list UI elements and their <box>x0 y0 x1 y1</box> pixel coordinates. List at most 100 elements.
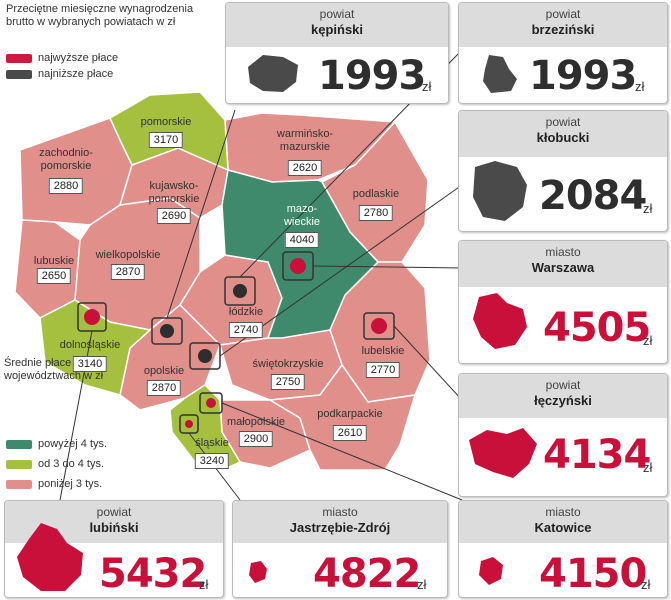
voiv-value-warminsko-mazurskie: 2620 <box>287 160 323 176</box>
legend-highest-swatch <box>6 53 32 63</box>
card-jastrzebie: miasto Jastrzębie-Zdrój 4822 zł <box>232 500 448 598</box>
card-katowice-header: miasto Katowice <box>459 501 667 543</box>
averages-item-mid: od 3 do 4 tys. <box>6 458 104 470</box>
region-dolnoslaskie <box>39 299 152 396</box>
card-kepinski: powiat kępiński 1993 zł <box>225 2 449 104</box>
voiv-value-lubelskie: 2770 <box>365 362 401 378</box>
card-kepinski-header: powiat kępiński <box>226 3 448 47</box>
voiv-label-mazowieckie: mazo- wieckie <box>283 203 321 228</box>
card-lubinski-unit: zł <box>199 577 209 592</box>
card-warszawa-header: miasto Warszawa <box>459 241 667 287</box>
card-lubinski-kind: powiat <box>96 505 132 519</box>
voiv-value-opolskie: 2870 <box>146 380 182 396</box>
card-brzezinski-value: 1993 <box>529 53 637 99</box>
legend-lowest-label: najniższe płace <box>38 68 114 80</box>
card-katowice-kind: miasto <box>545 505 581 519</box>
county-shape-kepinski <box>248 55 298 92</box>
county-shape-katowice <box>479 557 503 585</box>
card-jastrzebie-name: Jastrzębie-Zdrój <box>289 520 391 535</box>
voiv-value-zachodniopomorskie: 2880 <box>48 178 84 194</box>
card-lubinski: powiat lubiński 5432 zł <box>4 500 224 598</box>
card-kepinski-name: kępiński <box>310 22 364 37</box>
card-warszawa-unit: zł <box>643 333 653 348</box>
county-klobucki <box>198 349 212 363</box>
county-kepinski <box>160 324 174 338</box>
card-warszawa-kind: miasto <box>545 245 581 259</box>
averages-swatch-low <box>6 479 32 489</box>
county-shape-warszawa <box>473 293 527 349</box>
voiv-label-lodzkie: łódzkie <box>228 306 264 318</box>
county-lubinski <box>84 309 100 325</box>
averages-legend-title: Średnie płace w województwach w zł <box>4 357 104 382</box>
averages-label-low: poniżej 3 tys. <box>38 478 103 490</box>
voiv-label-zachodniopomorskie: zachodnio- pomorskie <box>39 147 93 172</box>
card-kepinski-unit: zł <box>422 79 432 94</box>
county-katowice <box>206 398 216 408</box>
averages-item-low: poniżej 3 tys. <box>6 478 102 490</box>
averages-label-mid: od 3 do 4 tys. <box>38 458 105 470</box>
voiv-label-dolnoslaskie: dolnośląskie <box>59 339 121 351</box>
voiv-label-kujawsko-pomorskie: kujawsko- pomorskie <box>148 180 200 205</box>
card-brzezinski-header: powiat brzeziński <box>459 3 667 47</box>
county-jastrzebie <box>185 420 193 428</box>
card-leczynski-header: powiat łęczyński <box>459 374 667 418</box>
voiv-value-lubuskie: 2650 <box>36 268 72 284</box>
voiv-value-swietokrzyskie: 2750 <box>270 374 306 390</box>
county-leczynski <box>371 318 387 334</box>
averages-label-high: powyżej 4 tys. <box>38 438 108 450</box>
legend-lowest: najniższe płace <box>6 68 113 80</box>
card-warszawa: miasto Warszawa 4505 zł <box>458 240 668 364</box>
county-brzezinski <box>233 284 247 298</box>
card-leczynski: powiat łęczyński 4134 zł <box>458 373 668 497</box>
voiv-value-pomorskie: 3170 <box>148 132 184 148</box>
voiv-label-slaskie: śląskie <box>195 437 229 449</box>
card-klobucki-name: kłobucki <box>536 130 590 145</box>
voiv-label-podkarpackie: podkarpackie <box>317 408 383 420</box>
voiv-label-malopolskie: małopolskie <box>226 416 286 428</box>
voiv-value-malopolskie: 2900 <box>238 431 274 447</box>
card-brzezinski-kind: powiat <box>545 7 581 21</box>
card-katowice-unit: zł <box>641 577 651 592</box>
county-shape-leczynski <box>469 428 537 478</box>
card-katowice-value: 4150 <box>539 551 647 597</box>
county-shape-brzezinski <box>483 55 517 93</box>
voiv-label-warminsko-mazurskie: warmińsko- mazurskie <box>276 128 334 153</box>
voiv-value-mazowieckie: 4040 <box>284 232 320 248</box>
card-jastrzebie-kind: miasto <box>322 505 358 519</box>
card-klobucki-value: 2084 <box>539 173 647 219</box>
region-podkarpackie <box>267 363 417 471</box>
county-shape-lubinski <box>17 523 83 591</box>
card-leczynski-kind: powiat <box>545 378 581 392</box>
legend-lowest-swatch <box>6 69 32 79</box>
card-jastrzebie-unit: zł <box>417 577 427 592</box>
card-lubinski-value: 5432 <box>99 551 207 597</box>
legend-title: Przeciętne miesięczne wynagrodzenia brut… <box>6 3 194 28</box>
card-warszawa-value: 4505 <box>543 305 651 351</box>
card-warszawa-name: Warszawa <box>531 260 595 275</box>
legend-highest: najwyższe płace <box>6 52 118 64</box>
voiv-value-kujawsko-pomorskie: 2690 <box>156 208 192 224</box>
legend-highest-label: najwyższe płace <box>38 52 119 64</box>
card-katowice-name: Katowice <box>534 520 592 535</box>
card-kepinski-kind: powiat <box>319 7 355 21</box>
card-klobucki-kind: powiat <box>545 115 581 129</box>
voiv-label-opolskie: opolskie <box>143 365 185 377</box>
voiv-label-podlaskie: podlaskie <box>352 188 400 200</box>
voiv-label-lubuskie: lubuskie <box>33 255 75 267</box>
voiv-label-swietokrzyskie: świętokrzyskie <box>252 358 324 370</box>
card-klobucki-unit: zł <box>643 201 653 216</box>
card-katowice: miasto Katowice 4150 zł <box>458 500 668 598</box>
card-kepinski-value: 1993 <box>318 53 426 99</box>
voiv-value-wielkopolskie: 2870 <box>110 264 146 280</box>
voiv-value-podlaskie: 2780 <box>358 205 394 221</box>
averages-item-high: powyżej 4 tys. <box>6 438 107 450</box>
card-brzezinski-unit: zł <box>635 79 645 94</box>
card-jastrzebie-header: miasto Jastrzębie-Zdrój <box>233 501 447 543</box>
voiv-label-pomorskie: pomorskie <box>140 116 192 128</box>
card-brzezinski-name: brzeziński <box>531 22 595 37</box>
card-leczynski-unit: zł <box>643 460 653 475</box>
region-mazowieckie <box>221 169 380 339</box>
county-warszawa <box>290 258 306 274</box>
voiv-value-slaskie: 3240 <box>194 453 230 469</box>
